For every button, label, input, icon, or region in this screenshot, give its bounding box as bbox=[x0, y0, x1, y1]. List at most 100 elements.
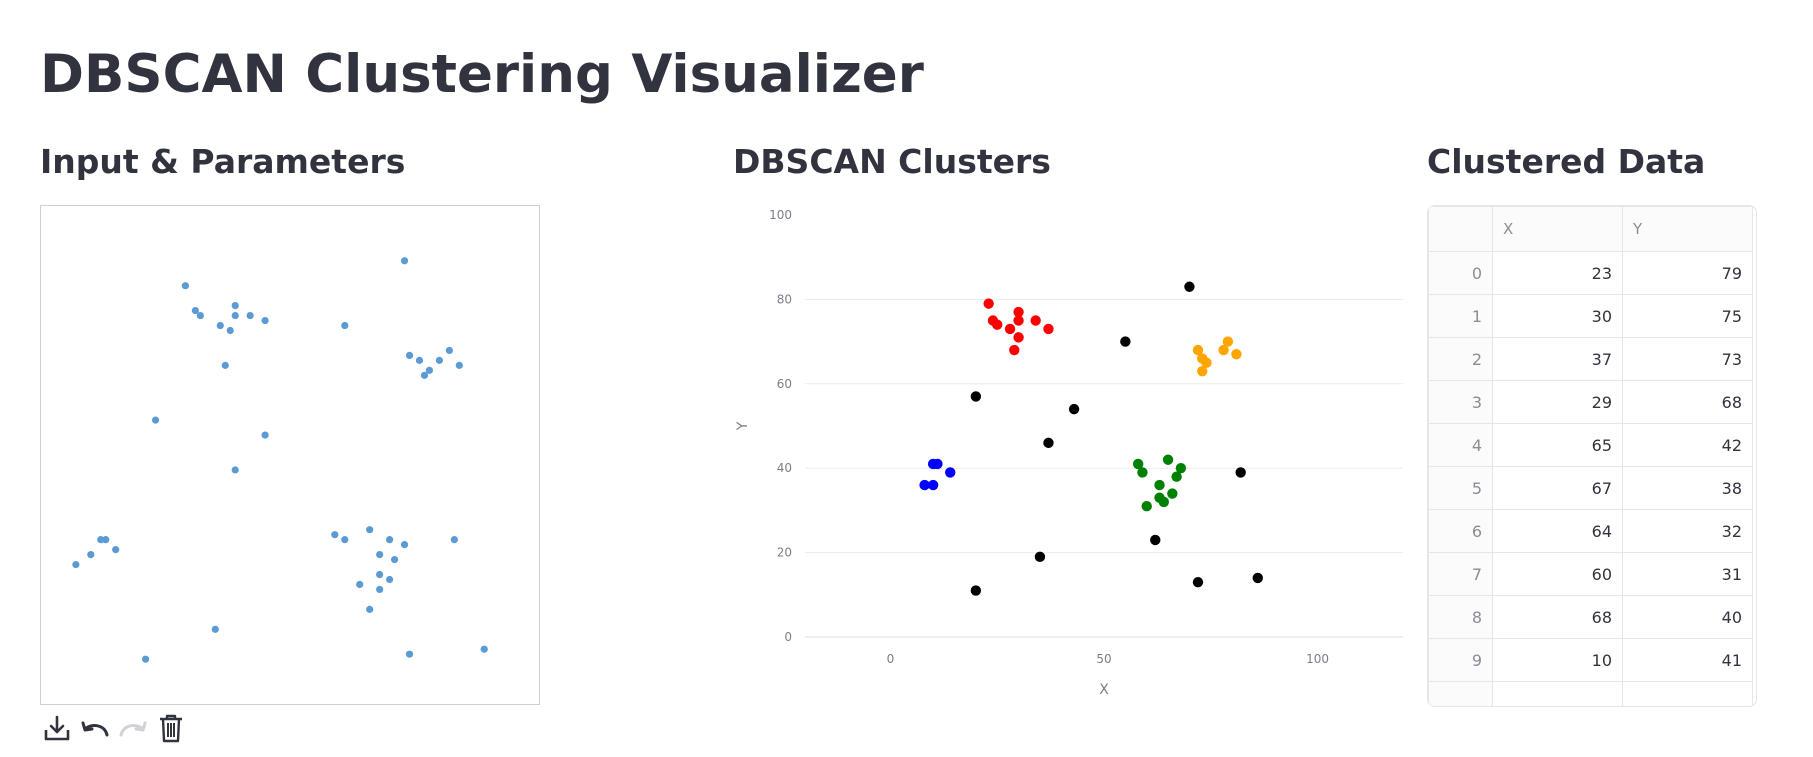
canvas-point bbox=[480, 645, 488, 653]
row-index-cell[interactable]: 4 bbox=[1428, 423, 1493, 467]
canvas-point bbox=[390, 555, 399, 564]
data-point bbox=[1068, 403, 1080, 415]
x-value-cell[interactable]: 67 bbox=[1492, 466, 1623, 510]
row-index-cell[interactable]: 7 bbox=[1428, 552, 1493, 596]
data-point bbox=[1218, 344, 1229, 356]
canvas-point bbox=[196, 311, 204, 320]
canvas-point bbox=[341, 536, 349, 544]
x-value-cell[interactable]: 30 bbox=[1492, 294, 1623, 338]
x-value-cell[interactable]: 10 bbox=[1492, 638, 1623, 682]
canvas-point bbox=[181, 282, 190, 290]
canvas-point bbox=[376, 570, 384, 579]
data-point bbox=[992, 319, 1003, 330]
canvas-point bbox=[97, 536, 105, 544]
table-row[interactable]: 7 60 31 bbox=[1428, 552, 1753, 596]
y-value-cell[interactable]: 79 bbox=[1622, 251, 1753, 295]
data-point bbox=[1009, 344, 1020, 356]
x-axis-label: X bbox=[1099, 682, 1109, 698]
y-value-cell[interactable]: 75 bbox=[1622, 294, 1753, 338]
row-index-cell[interactable]: 1 bbox=[1428, 294, 1493, 338]
y-value-cell[interactable]: 68 bbox=[1622, 380, 1753, 424]
x-value-cell[interactable]: 60 bbox=[1492, 552, 1623, 596]
data-point bbox=[1030, 315, 1041, 326]
table-row[interactable]: 5 67 38 bbox=[1428, 466, 1753, 510]
canvas-points-layer bbox=[72, 257, 488, 663]
canvas-point bbox=[331, 531, 339, 539]
table-row[interactable]: 0 23 79 bbox=[1428, 251, 1753, 295]
table-row[interactable]: 3 29 68 bbox=[1428, 380, 1753, 424]
table-row[interactable]: 9 10 41 bbox=[1428, 638, 1753, 682]
y-tick-label: 0 bbox=[784, 630, 792, 644]
data-point bbox=[1192, 344, 1204, 356]
y-tick-label: 80 bbox=[777, 292, 792, 306]
row-index-cell[interactable]: 3 bbox=[1428, 380, 1493, 424]
y-value-cell[interactable]: 31 bbox=[1622, 552, 1753, 596]
row-index-cell[interactable]: 6 bbox=[1428, 509, 1493, 553]
data-point bbox=[970, 391, 982, 402]
data-point bbox=[1013, 332, 1024, 343]
y-value-cell[interactable]: 42 bbox=[1622, 423, 1753, 467]
canvas-point bbox=[356, 580, 364, 589]
drawing-canvas[interactable] bbox=[40, 205, 540, 705]
download-icon[interactable] bbox=[40, 711, 74, 745]
y-value-cell[interactable]: 32 bbox=[1622, 509, 1753, 553]
canvas-point bbox=[376, 585, 384, 594]
row-index-cell[interactable]: 2 bbox=[1428, 337, 1493, 381]
x-column-header[interactable]: X bbox=[1492, 206, 1623, 252]
cluster-scatter-plot: 0 20 40 60 80 100 0 50 100 X Y bbox=[735, 208, 1403, 698]
row-index-cell[interactable]: 5 bbox=[1428, 466, 1493, 510]
x-value-cell[interactable]: 65 bbox=[1492, 423, 1623, 467]
y-value-cell[interactable]: 41 bbox=[1622, 638, 1753, 682]
data-point bbox=[970, 585, 982, 596]
data-point bbox=[1222, 336, 1234, 347]
canvas-point bbox=[366, 605, 374, 613]
data-point bbox=[1013, 315, 1024, 326]
data-point bbox=[1154, 479, 1165, 491]
canvas-point bbox=[405, 351, 414, 359]
redo-icon[interactable] bbox=[116, 711, 150, 745]
x-value-cell[interactable]: 23 bbox=[1492, 251, 1623, 295]
page-title: DBSCAN Clustering Visualizer bbox=[40, 44, 924, 105]
data-point bbox=[1192, 576, 1204, 588]
data-point bbox=[1201, 357, 1212, 368]
canvas-point bbox=[261, 316, 269, 325]
canvas-point bbox=[445, 346, 453, 355]
undo-icon[interactable] bbox=[78, 711, 112, 745]
x-value-cell[interactable]: 29 bbox=[1492, 380, 1623, 424]
y-tick-label: 100 bbox=[769, 208, 792, 222]
x-value-cell[interactable]: 68 bbox=[1492, 595, 1623, 639]
data-point bbox=[1141, 500, 1152, 512]
row-index-cell[interactable]: 9 bbox=[1428, 638, 1493, 682]
y-value-cell[interactable]: 40 bbox=[1622, 595, 1753, 639]
data-point bbox=[1162, 454, 1174, 465]
clustered-data-table[interactable]: X Y 0 23 79 1 30 75 2 37 73 3 29 68 4 65 42 5 67 38 6 64 32 7… bbox=[1427, 205, 1757, 707]
x-value-cell[interactable]: 64 bbox=[1492, 509, 1623, 553]
table-row[interactable]: 8 68 40 bbox=[1428, 595, 1753, 639]
canvas-point bbox=[366, 526, 374, 534]
table-row[interactable]: 1 30 75 bbox=[1428, 294, 1753, 338]
trash-icon[interactable] bbox=[154, 711, 188, 745]
data-point bbox=[927, 479, 939, 491]
canvas-point bbox=[400, 541, 409, 549]
y-column-header[interactable]: Y bbox=[1622, 206, 1753, 252]
data-point bbox=[1004, 323, 1016, 335]
row-index-cell[interactable]: 0 bbox=[1428, 251, 1493, 295]
canvas-point bbox=[425, 366, 434, 374]
input-section-title: Input & Parameters bbox=[40, 142, 406, 181]
data-point bbox=[1252, 572, 1263, 584]
index-column-header[interactable] bbox=[1428, 206, 1493, 252]
y-value-cell[interactable]: 73 bbox=[1622, 337, 1753, 381]
canvas-point bbox=[226, 326, 234, 335]
y-value-cell[interactable]: 38 bbox=[1622, 466, 1753, 510]
table-row[interactable]: 2 37 73 bbox=[1428, 337, 1753, 381]
clusters-section-title: DBSCAN Clusters bbox=[733, 142, 1051, 181]
x-value-cell[interactable]: 37 bbox=[1492, 337, 1623, 381]
row-index-cell[interactable]: 8 bbox=[1428, 595, 1493, 639]
canvas-point bbox=[341, 321, 349, 330]
table-row[interactable]: 6 64 32 bbox=[1428, 509, 1753, 553]
table-row[interactable]: 4 65 42 bbox=[1428, 423, 1753, 467]
data-point bbox=[1167, 488, 1178, 499]
canvas-point bbox=[246, 311, 254, 320]
x-tick-label: 50 bbox=[1096, 652, 1111, 666]
data-point bbox=[1043, 437, 1054, 449]
